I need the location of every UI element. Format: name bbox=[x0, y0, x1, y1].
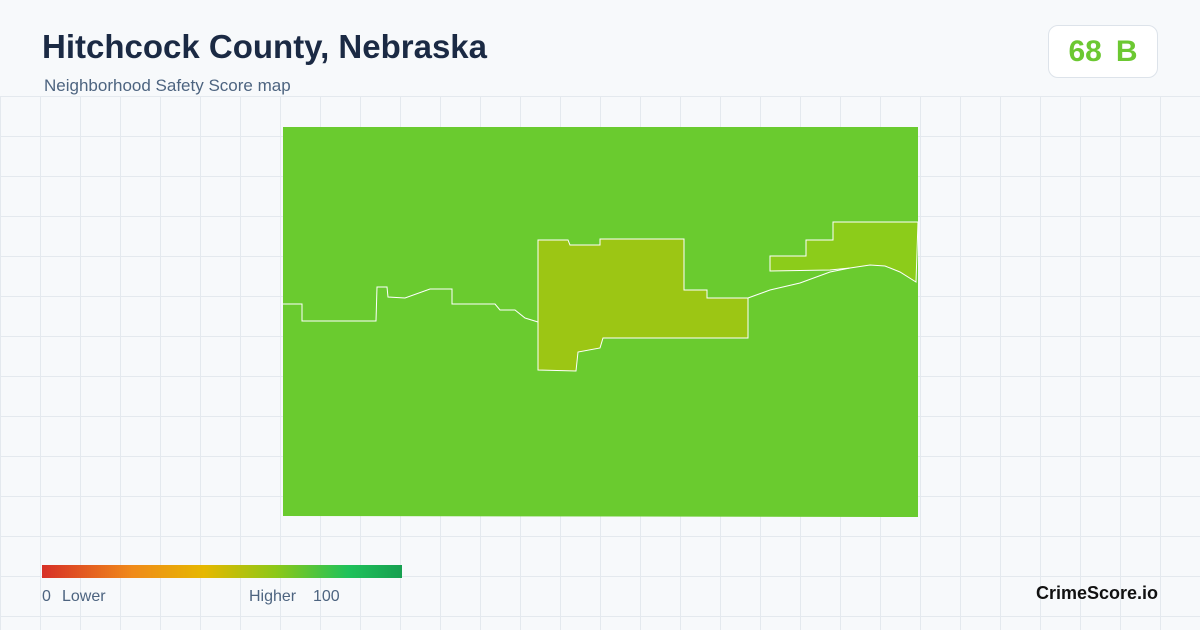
legend-max: 100 bbox=[313, 588, 340, 605]
score-badge: 68 B bbox=[1048, 25, 1158, 78]
legend-gradient bbox=[42, 565, 402, 578]
score-grade: B bbox=[1115, 34, 1138, 68]
legend-max-label: Higher bbox=[249, 588, 297, 605]
title: Hitchcock County, Nebraska bbox=[42, 28, 488, 65]
subtitle: Neighborhood Safety Score map bbox=[44, 76, 291, 95]
region bbox=[769, 221, 919, 283]
score-value: 68 bbox=[1068, 34, 1102, 68]
boundary bbox=[747, 267, 851, 299]
brand: CrimeScore.io bbox=[1035, 583, 1158, 603]
legend-min: 0 bbox=[42, 588, 51, 605]
boundary bbox=[283, 286, 539, 323]
region bbox=[537, 238, 749, 372]
legend-min-label: Lower bbox=[62, 588, 106, 605]
